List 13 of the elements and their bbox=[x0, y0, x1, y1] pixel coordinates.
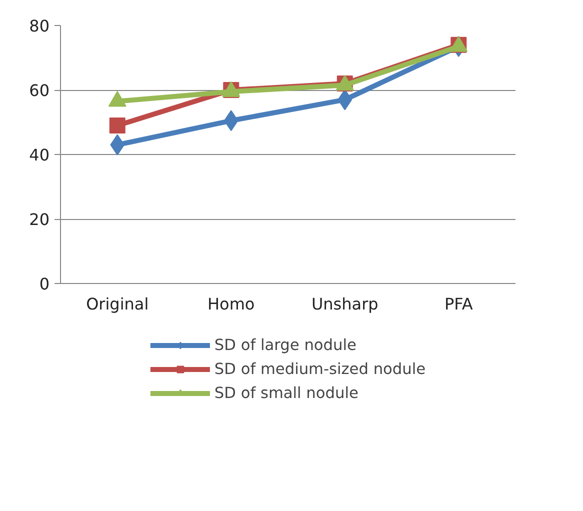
x-tick-label: Unsharp bbox=[311, 294, 378, 314]
y-tick-label: 80 bbox=[29, 16, 50, 36]
y-tick-label: 40 bbox=[29, 146, 50, 164]
y-tick-label: 0 bbox=[39, 274, 50, 294]
x-tick-label: PFA bbox=[444, 294, 473, 314]
point bbox=[109, 117, 126, 134]
y-tick-label: 20 bbox=[29, 210, 50, 229]
x-tick-label: Original bbox=[86, 294, 149, 314]
legend-label: SD of medium-sized nodule bbox=[214, 360, 426, 378]
y-tick-label: 60 bbox=[29, 81, 50, 100]
x-tick-label: Homo bbox=[208, 294, 255, 314]
legend-label: SD of large nodule bbox=[214, 336, 356, 354]
legend-label: SD of small nodule bbox=[214, 384, 358, 402]
